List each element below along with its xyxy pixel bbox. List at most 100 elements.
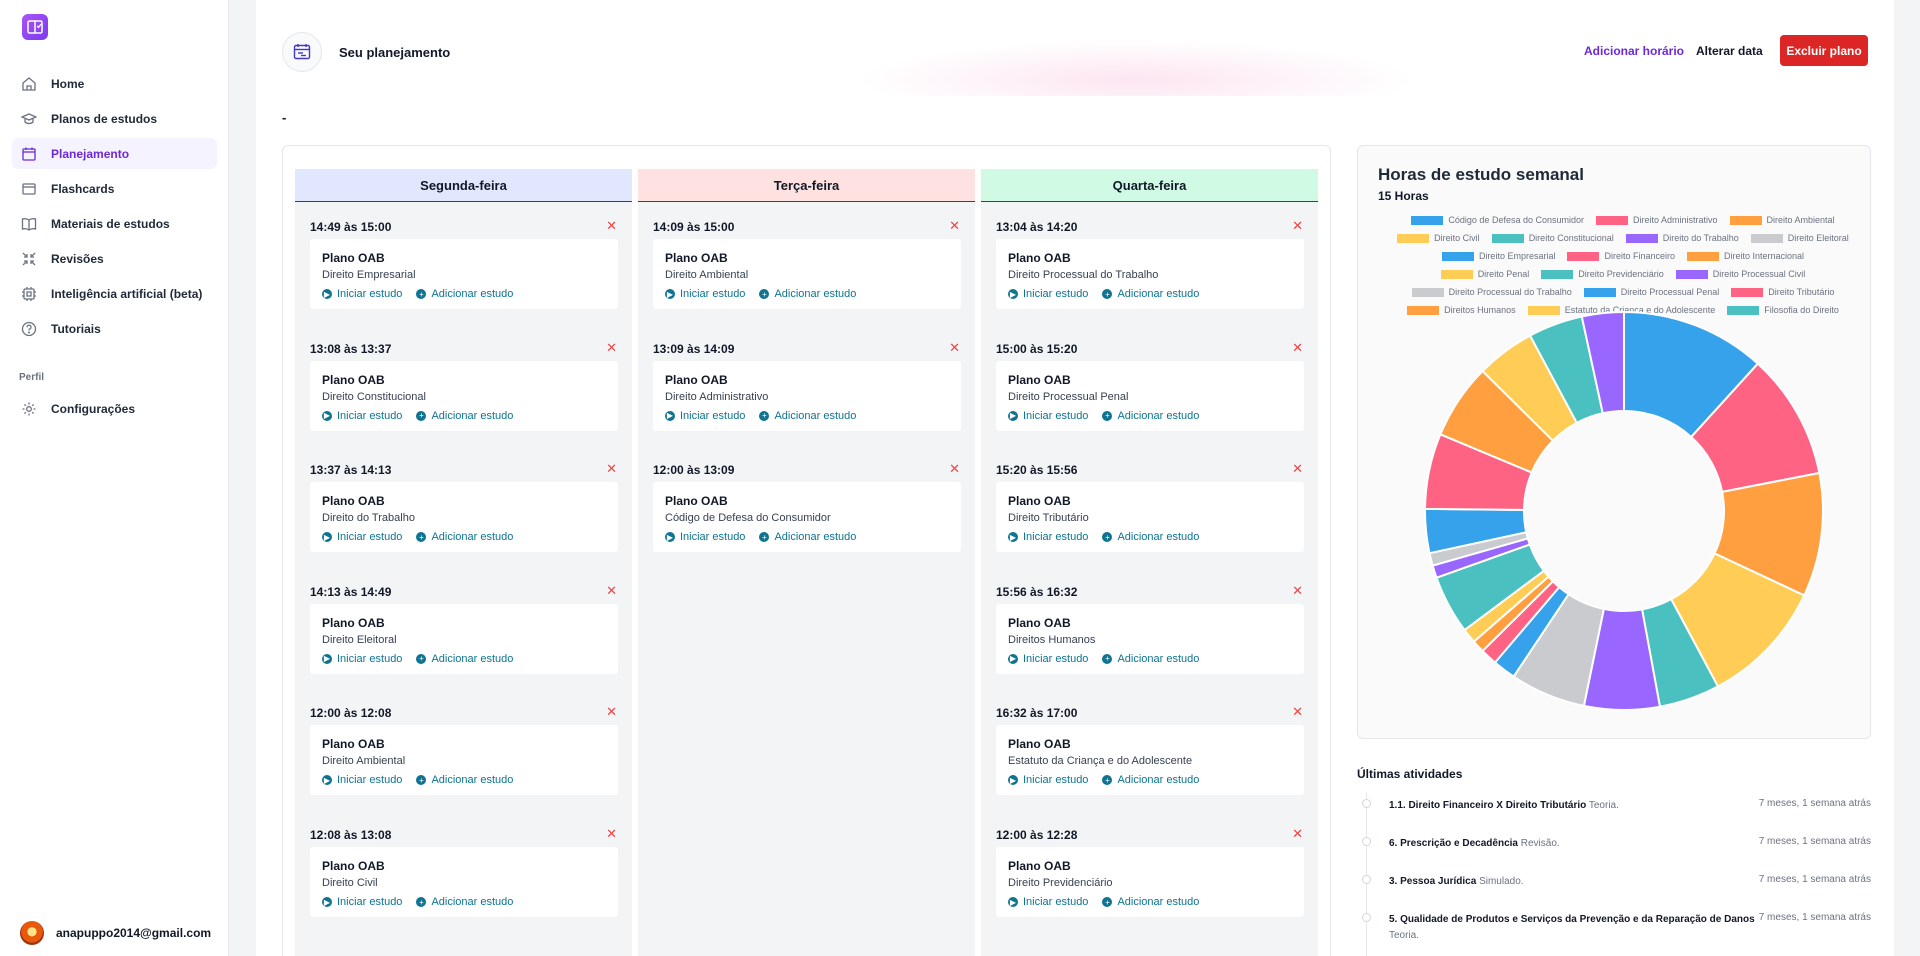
schedule-slot: 13:04 às 14:20 ✕ Plano OAB Direito Processu… <box>981 202 1318 324</box>
remove-slot-close-icon[interactable]: ✕ <box>1292 339 1303 355</box>
start-study-button[interactable]: ▶ Iniciar estudo <box>1008 531 1088 543</box>
legend-item[interactable]: Direito do Trabalho <box>1625 232 1739 244</box>
legend-item[interactable]: Direito Processual do Trabalho <box>1411 286 1572 298</box>
add-study-button[interactable]: + Adicionar estudo <box>759 288 856 300</box>
start-study-button[interactable]: ▶ Iniciar estudo <box>665 531 745 543</box>
study-subject: Direito Previdenciário <box>1008 877 1113 889</box>
add-study-button[interactable]: + Adicionar estudo <box>1102 896 1199 908</box>
start-study-button[interactable]: ▶ Iniciar estudo <box>322 774 402 786</box>
activity-time: 7 meses, 1 semana atrás <box>1758 912 1871 923</box>
activity-time: 7 meses, 1 semana atrás <box>1758 874 1871 885</box>
remove-slot-close-icon[interactable]: ✕ <box>1292 582 1303 598</box>
study-plan-name: Plano OAB <box>665 372 728 387</box>
add-schedule-link[interactable]: Adicionar horário <box>1584 44 1685 58</box>
remove-slot-close-icon[interactable]: ✕ <box>1292 826 1303 841</box>
legend-item[interactable]: Direitos Humanos <box>1407 304 1516 316</box>
remove-slot-close-icon[interactable]: ✕ <box>1292 218 1303 233</box>
user-email: anapuppo2014@gmail.com <box>56 926 212 940</box>
add-study-button[interactable]: + Adicionar estudo <box>416 896 513 908</box>
add-study-label: Adicionar estudo <box>1117 774 1200 787</box>
legend-label: Direito Processual Penal <box>1620 287 1720 297</box>
start-study-button[interactable]: ▶ Iniciar estudo <box>322 288 402 300</box>
start-study-button[interactable]: ▶ Iniciar estudo <box>1008 410 1088 422</box>
legend-item[interactable]: Direito Previdenciário <box>1541 268 1664 280</box>
sidebar-item-ia[interactable]: Inteligência artificial (beta) <box>12 278 217 309</box>
app-logo-icon[interactable] <box>22 14 48 40</box>
start-study-button[interactable]: ▶ Iniciar estudo <box>322 896 402 908</box>
legend-item[interactable]: Direito Administrativo <box>1596 214 1718 226</box>
add-study-button[interactable]: + Adicionar estudo <box>759 410 856 422</box>
start-study-button[interactable]: ▶ Iniciar estudo <box>322 531 402 543</box>
remove-slot-close-icon[interactable]: ✕ <box>606 218 617 233</box>
add-study-button[interactable]: + Adicionar estudo <box>416 774 513 786</box>
remove-slot-close-icon[interactable]: ✕ <box>949 461 960 477</box>
add-study-button[interactable]: + Adicionar estudo <box>1102 288 1199 300</box>
legend-item[interactable]: Estatuto da Criança e do Adolescente <box>1527 304 1715 316</box>
add-study-button[interactable]: + Adicionar estudo <box>416 288 513 300</box>
sidebar-item-planejamento[interactable]: Planejamento <box>12 138 217 169</box>
study-plan-name: Plano OAB <box>1008 859 1071 873</box>
legend-item[interactable]: Direito Ambiental <box>1729 214 1835 226</box>
home-icon <box>20 75 38 93</box>
start-study-button[interactable]: ▶ Iniciar estudo <box>1008 896 1088 908</box>
remove-slot-close-icon[interactable]: ✕ <box>1292 461 1303 477</box>
remove-slot-close-icon[interactable]: ✕ <box>606 582 617 598</box>
slot-time: 14:09 às 15:00 <box>653 220 735 234</box>
start-study-button[interactable]: ▶ Iniciar estudo <box>322 653 402 665</box>
sidebar-item-flashcards[interactable]: Flashcards <box>12 173 217 204</box>
sidebar-item-planos[interactable]: Planos de estudos <box>12 103 217 134</box>
start-study-button[interactable]: ▶ Iniciar estudo <box>665 410 745 422</box>
remove-slot-close-icon[interactable]: ✕ <box>606 461 617 477</box>
add-study-button[interactable]: + Adicionar estudo <box>1102 410 1199 422</box>
add-study-button[interactable]: + Adicionar estudo <box>416 410 513 422</box>
remove-slot-close-icon[interactable]: ✕ <box>1292 704 1303 720</box>
legend-item[interactable]: Direito Internacional <box>1687 250 1804 262</box>
legend-item[interactable]: Direito Processual Penal <box>1583 286 1720 298</box>
remove-slot-close-icon[interactable]: ✕ <box>606 826 617 841</box>
legend-item[interactable]: Direito Tributário <box>1731 286 1834 298</box>
legend-item[interactable]: Filosofia do Direito <box>1727 304 1839 316</box>
legend-item[interactable]: Direito Eleitoral <box>1750 232 1849 244</box>
cards-icon <box>20 180 38 198</box>
add-study-label: Adicionar estudo <box>1117 409 1200 422</box>
schedule-slot: 14:49 às 15:00 ✕ Plano OAB Direito Empresar… <box>295 202 632 324</box>
start-study-button[interactable]: ▶ Iniciar estudo <box>1008 653 1088 665</box>
legend-swatch <box>1411 287 1444 297</box>
donut-slice[interactable] <box>1580 311 1625 415</box>
sidebar-item-tutoriais[interactable]: Tutoriais <box>12 313 217 344</box>
slot-time: 13:04 às 14:20 <box>996 220 1078 234</box>
add-study-button[interactable]: + Adicionar estudo <box>1102 531 1199 543</box>
legend-item[interactable]: Direito Empresarial <box>1441 250 1555 262</box>
remove-slot-close-icon[interactable]: ✕ <box>606 339 617 355</box>
sidebar-item-configuracoes[interactable]: Configurações <box>12 393 217 424</box>
legend-item[interactable]: Direito Penal <box>1440 268 1529 280</box>
start-study-button[interactable]: ▶ Iniciar estudo <box>322 410 402 422</box>
avatar[interactable] <box>20 921 44 945</box>
schedule-slot: 14:09 às 15:00 ✕ Plano OAB Direito Ambienta… <box>638 202 975 324</box>
remove-slot-close-icon[interactable]: ✕ <box>606 704 617 720</box>
change-date-link[interactable]: Alterar data <box>1696 44 1763 58</box>
add-study-button[interactable]: + Adicionar estudo <box>416 653 513 665</box>
schedule-slot: 12:00 às 13:09 ✕ Plano OAB Código de Defesa… <box>638 445 975 567</box>
user-profile[interactable]: anapuppo2014@gmail.com <box>20 921 211 945</box>
remove-slot-close-icon[interactable]: ✕ <box>949 218 960 233</box>
start-study-button[interactable]: ▶ Iniciar estudo <box>1008 288 1088 300</box>
add-study-button[interactable]: + Adicionar estudo <box>416 531 513 543</box>
activity-text: 1.1. Direito Financeiro X Direito Tribut… <box>1389 798 1769 814</box>
legend-item[interactable]: Direito Civil <box>1397 232 1480 244</box>
legend-item[interactable]: Direito Processual Civil <box>1675 268 1805 280</box>
legend-item[interactable]: Código de Defesa do Consumidor <box>1411 214 1584 226</box>
add-study-button[interactable]: + Adicionar estudo <box>1102 774 1199 786</box>
legend-item[interactable]: Direito Constitucional <box>1491 232 1614 244</box>
sidebar-item-materiais[interactable]: Materiais de estudos <box>12 208 217 239</box>
remove-slot-close-icon[interactable]: ✕ <box>949 339 960 355</box>
sidebar-item-revisoes[interactable]: Revisões <box>12 243 217 274</box>
delete-plan-button[interactable]: Excluir plano <box>1780 35 1868 66</box>
legend-item[interactable]: Direito Financeiro <box>1567 250 1675 262</box>
start-study-button[interactable]: ▶ Iniciar estudo <box>1008 774 1088 786</box>
start-study-label: Iniciar estudo <box>680 409 746 422</box>
add-study-button[interactable]: + Adicionar estudo <box>1102 653 1199 665</box>
add-study-button[interactable]: + Adicionar estudo <box>759 531 856 543</box>
sidebar-item-home[interactable]: Home <box>12 68 217 99</box>
start-study-button[interactable]: ▶ Iniciar estudo <box>665 288 745 300</box>
